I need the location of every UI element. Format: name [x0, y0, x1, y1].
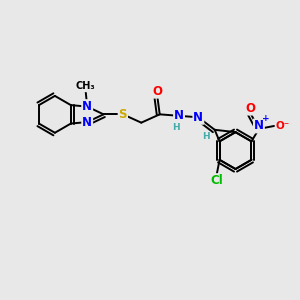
Text: Cl: Cl — [210, 174, 223, 187]
Text: H: H — [172, 123, 179, 132]
Text: S: S — [118, 108, 127, 121]
Text: CH₃: CH₃ — [76, 81, 95, 92]
Text: N: N — [82, 116, 92, 129]
Text: N: N — [254, 119, 264, 132]
Text: H: H — [202, 132, 210, 141]
Text: N: N — [82, 100, 92, 113]
Text: O⁻: O⁻ — [276, 121, 290, 131]
Text: O: O — [152, 85, 162, 98]
Text: O: O — [246, 102, 256, 115]
Text: +: + — [262, 114, 269, 123]
Text: N: N — [194, 111, 203, 124]
Text: N: N — [174, 109, 184, 122]
